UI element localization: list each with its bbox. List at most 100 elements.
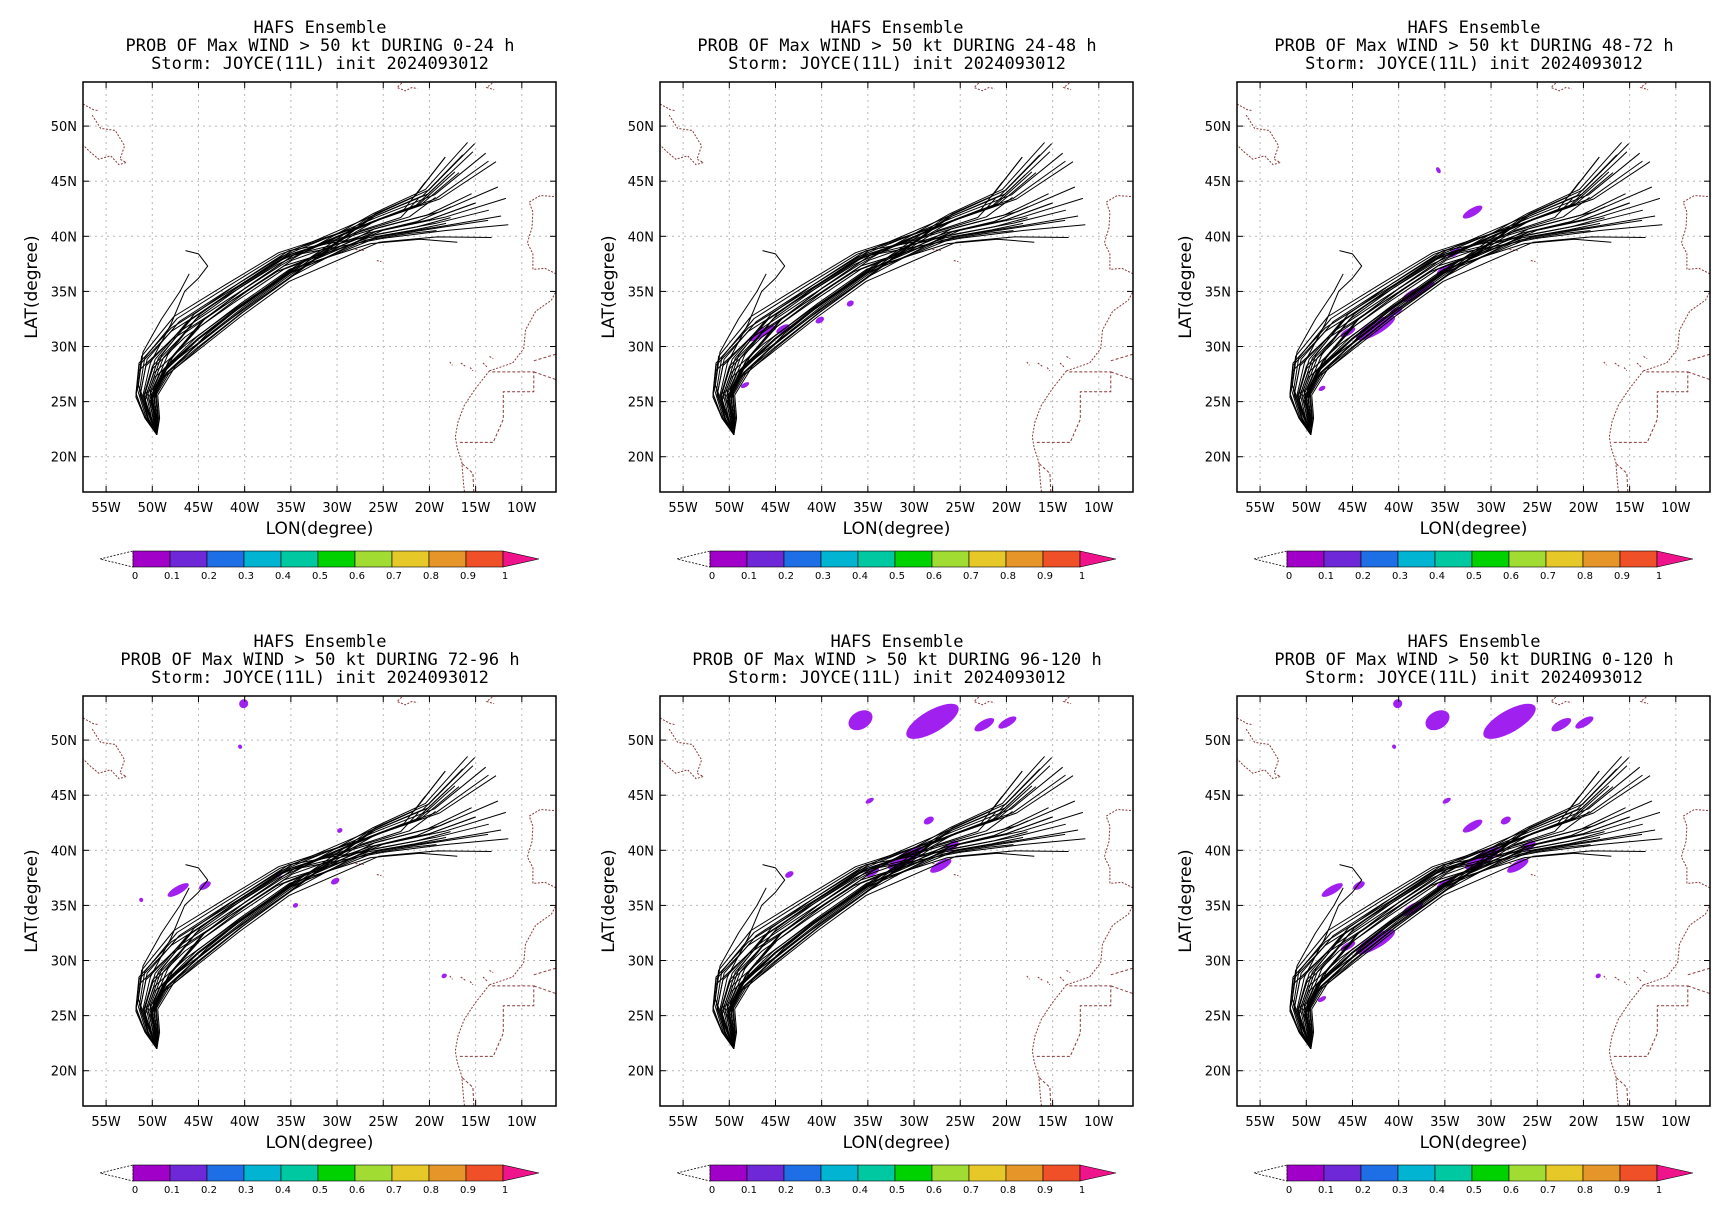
coastline [482, 362, 488, 368]
colorbar-segment [1360, 550, 1399, 568]
ensemble-title: HAFS Ensemble [1407, 18, 1540, 38]
country-border [1687, 985, 1710, 995]
map-area [83, 696, 556, 1106]
coastline [485, 696, 495, 705]
colorbar-segment [1582, 550, 1621, 568]
ensemble-track [1306, 156, 1600, 435]
coastline [1643, 905, 1710, 986]
ensemble-track [137, 172, 460, 435]
ensemble-track [1291, 273, 1344, 435]
colorbar: 0 0.1 0.2 0.3 0.4 0.5 0.6 0.7 0.8 0.9 1 [99, 550, 540, 582]
ensemble-track [1296, 864, 1363, 1049]
colorbar-segment [169, 550, 208, 568]
coastline [454, 370, 490, 492]
colorbar-segment [1471, 1164, 1510, 1182]
ensemble-track [712, 202, 1053, 435]
colorbar-label: 1 [502, 1185, 508, 1196]
probability-area [238, 744, 243, 749]
colorbar-over-triangle [502, 550, 540, 568]
colorbar-segment [968, 550, 1007, 568]
ensemble-track [156, 774, 489, 1049]
x-axis-label: LON(degree) [843, 519, 951, 539]
coastline [396, 82, 418, 92]
storm-title: Storm: JOYCE(11L) init 2024093012 [151, 54, 489, 74]
lat-tick-label: 45N [1205, 175, 1231, 190]
colorbar-label: 0.6 [1503, 571, 1519, 582]
colorbar-label: 0.1 [164, 571, 180, 582]
coastline [1062, 82, 1072, 91]
colorbar-segment [1397, 1164, 1436, 1182]
lon-tick-label: 35W [1430, 1115, 1460, 1130]
lon-tick-label: 40W [807, 1115, 837, 1130]
coastline [454, 984, 490, 1106]
lon-tick-label: 55W [1245, 1115, 1275, 1130]
lon-tick-label: 35W [1430, 501, 1460, 516]
coastline [1237, 728, 1282, 780]
colorbar-segment [280, 1164, 319, 1182]
colorbar-label: 0.7 [1540, 1185, 1556, 1196]
probability-area [865, 797, 874, 804]
y-axis-label: LAT(degree) [1176, 849, 1196, 952]
ensemble-track [733, 160, 1066, 435]
lon-tick-label: 30W [322, 1115, 352, 1130]
lon-tick-label: 45W [1338, 1115, 1368, 1130]
colorbar-label: 0.2 [1355, 571, 1371, 582]
coastline [660, 728, 705, 780]
lon-tick-label: 25W [1523, 501, 1553, 516]
probability-area [1392, 744, 1397, 749]
coastline [1680, 808, 1710, 889]
coastline [376, 874, 382, 877]
ensemble-track [1310, 160, 1643, 435]
colorbar-label: 0.9 [1037, 1185, 1053, 1196]
colorbar: 0 0.1 0.2 0.3 0.4 0.5 0.6 0.7 0.8 0.9 1 [1253, 1164, 1694, 1196]
colorbar-label: 0.7 [963, 1185, 979, 1196]
y-axis-label: LAT(degree) [599, 849, 619, 952]
ensemble-track [1291, 172, 1614, 435]
coastline [83, 717, 99, 726]
colorbar-segment [1042, 1164, 1081, 1182]
coastline [1066, 905, 1133, 986]
colorbar-label: 0 [132, 571, 138, 582]
coastline [482, 976, 488, 982]
lon-tick-label: 45W [761, 1115, 791, 1130]
country-border [1615, 1076, 1629, 1106]
coastline [1608, 370, 1644, 492]
ensemble-track [722, 224, 1086, 435]
probability-area [740, 382, 750, 389]
colorbar-label: 0.2 [778, 1185, 794, 1196]
colorbar-segment [931, 550, 970, 568]
lon-tick-label: 25W [1523, 1115, 1553, 1130]
lon-tick-label: 10W [507, 1115, 537, 1130]
lat-tick-label: 25N [1205, 1010, 1231, 1025]
colorbar-segment [1286, 550, 1325, 568]
probability-area [1393, 699, 1403, 709]
coastline [1066, 355, 1071, 360]
country-border [533, 985, 556, 995]
colorbar-label: 0.6 [349, 571, 365, 582]
colorbar-label: 0.8 [1577, 571, 1593, 582]
storm-title: Storm: JOYCE(11L) init 2024093012 [728, 668, 1066, 688]
coastline [83, 114, 128, 166]
ensemble-track [135, 202, 476, 435]
ensemble-track [1299, 838, 1663, 1049]
probability-area [167, 883, 189, 897]
colorbar-label: 0.2 [778, 571, 794, 582]
colorbar-label: 0.5 [1466, 1185, 1482, 1196]
ensemble-track [719, 250, 786, 435]
ensemble-track [727, 800, 1076, 1049]
coastline [1530, 260, 1536, 263]
colorbar-label: 0 [709, 1185, 715, 1196]
colorbar-under-triangle [676, 550, 711, 568]
colorbar-segment [1286, 1164, 1325, 1182]
country-border [533, 967, 556, 976]
colorbar-over-triangle [1656, 1164, 1694, 1182]
lon-tick-label: 40W [230, 501, 260, 516]
colorbar-segment [746, 550, 785, 568]
x-axis-label: LON(degree) [1420, 1133, 1528, 1153]
coastline [83, 728, 128, 780]
colorbar-label: 0.1 [1318, 1185, 1334, 1196]
colorbar-segment [280, 550, 319, 568]
lat-tick-label: 25N [628, 1010, 654, 1025]
